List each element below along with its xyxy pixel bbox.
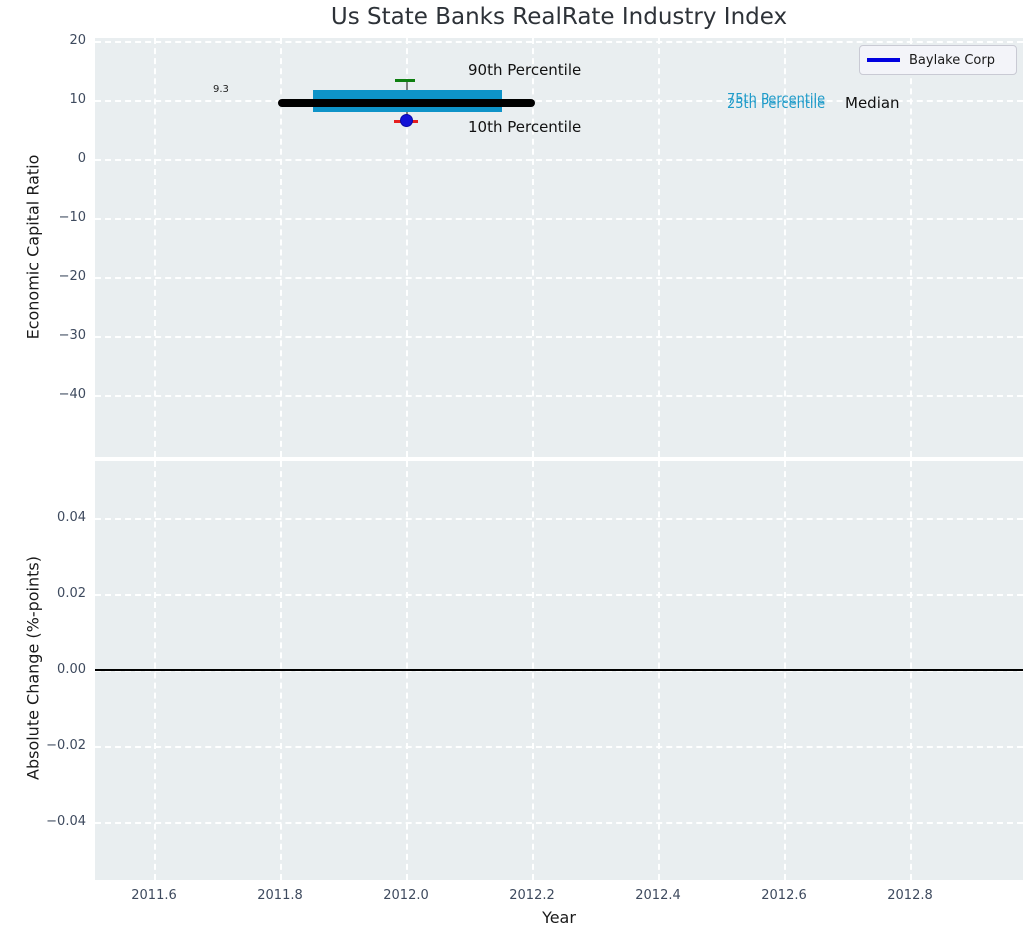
gridline-horizontal [95,218,1023,220]
p10-annotation: 10th Percentile [468,118,582,136]
ytick-label: 10 [69,92,86,107]
chart-title: Us State Banks RealRate Industry Index [330,4,788,30]
zero-reference-line [95,669,1023,671]
gridline-vertical [280,38,282,457]
ytick-label: −0.04 [46,814,86,829]
ytick-label: −20 [58,269,86,284]
gridline-vertical [910,38,912,457]
gridline-horizontal [95,670,1023,672]
gridline-horizontal [95,518,1023,520]
ytick-label: 0.04 [57,510,86,525]
gridline-horizontal [95,277,1023,279]
gridline-horizontal [95,159,1023,161]
ytick-label: 0.00 [57,662,86,677]
ytick-label: −40 [58,387,86,402]
xtick-label: 2012.6 [761,888,807,903]
top-y-axis-label: Economic Capital Ratio [23,154,43,340]
ytick-label: −10 [58,210,86,225]
gridline-horizontal [95,336,1023,338]
median-line [278,99,535,107]
legend-label: Baylake Corp [909,52,995,68]
xtick-label: 2012.8 [887,888,933,903]
ytick-label: −0.02 [46,738,86,753]
bottom-y-axis-label: Absolute Change (%-points) [23,556,43,780]
legend: Baylake Corp [859,45,1017,75]
gridline-vertical [532,38,534,457]
xtick-label: 2012.0 [383,888,429,903]
median-annotation: Median [845,94,900,112]
company-data-point [400,114,413,127]
xtick-label: 2012.4 [635,888,681,903]
gridline-vertical [154,38,156,457]
p75-annotation: 75th Percentile [727,92,826,107]
ytick-label: −30 [58,328,86,343]
ytick-label: 0.02 [57,586,86,601]
ytick-label: 0 [77,151,86,166]
ytick-label: 20 [69,33,86,48]
median-value-annotation: 9.3 [213,84,229,95]
legend-line-sample [867,58,900,62]
gridline-horizontal [95,395,1023,397]
p90-annotation: 90th Percentile [468,61,582,79]
xtick-label: 2011.8 [257,888,303,903]
gridline-horizontal [95,822,1023,824]
gridline-horizontal [95,746,1023,748]
gridline-vertical [406,38,408,457]
bottom-panel [95,461,1023,880]
xtick-label: 2011.6 [131,888,177,903]
p90-cap-line [395,79,415,82]
x-axis-label: Year [542,908,576,927]
gridline-vertical [784,38,786,457]
top-panel: 9.3 90th Percentile 10th Percentile 75th… [95,38,1023,457]
gridline-horizontal [95,594,1023,596]
gridline-horizontal [95,100,1023,102]
p25-annotation: 25th Percentile [727,97,826,112]
gridline-vertical [658,38,660,457]
gridline-horizontal [95,41,1023,43]
xtick-label: 2012.2 [509,888,555,903]
